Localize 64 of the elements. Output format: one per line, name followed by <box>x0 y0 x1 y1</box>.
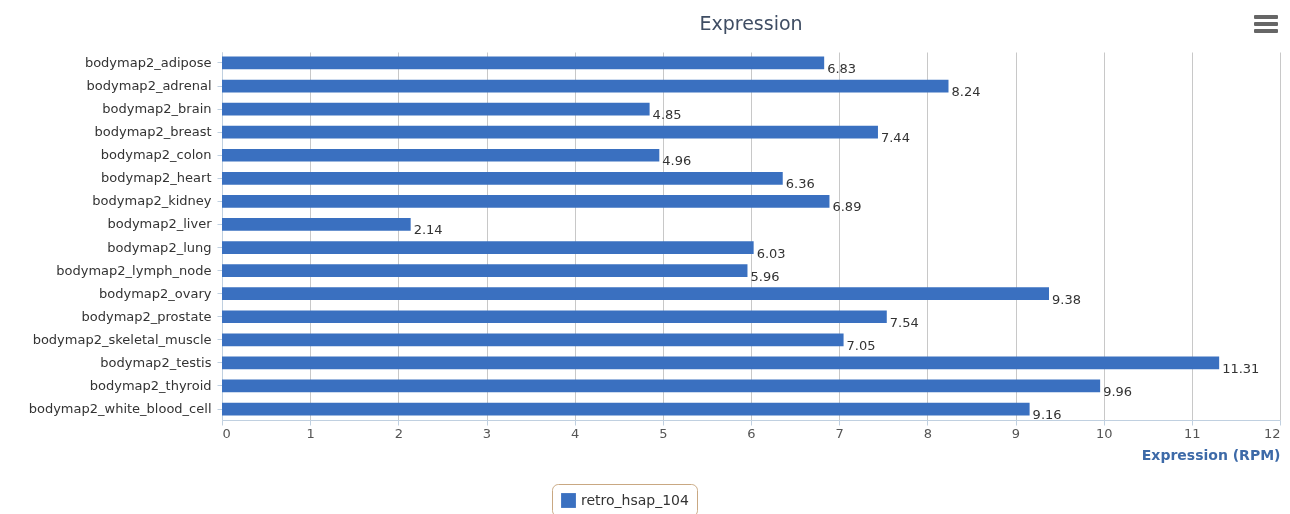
data-label: 6.83 <box>827 60 857 76</box>
bar <box>222 402 1030 416</box>
x-tick-label: 5 <box>659 425 668 441</box>
data-label: 11.31 <box>1222 360 1260 376</box>
x-tick-label: 2 <box>394 425 403 441</box>
bar <box>222 310 887 324</box>
data-label: 6.03 <box>756 245 786 261</box>
x-axis-title: Expression (RPM) <box>1141 446 1281 463</box>
data-label: 8.24 <box>951 84 981 100</box>
x-tick-label: 10 <box>1095 425 1113 441</box>
bar <box>222 218 411 231</box>
y-tick-label: bodymap2_adipose <box>84 54 212 70</box>
data-label: 7.54 <box>889 314 919 330</box>
bar <box>222 379 1101 393</box>
y-tick-label: bodymap2_ovary <box>99 285 212 301</box>
data-label: 7.05 <box>846 337 876 353</box>
y-tick-label: bodymap2_prostate <box>81 308 212 324</box>
x-tick-label: 7 <box>835 425 844 441</box>
legend-label: retro_hsap_104 <box>581 491 690 508</box>
bar <box>222 287 1049 301</box>
y-tick-label: bodymap2_colon <box>100 147 212 163</box>
data-label: 6.89 <box>832 199 862 215</box>
y-tick-label: bodymap2_brain <box>102 101 212 117</box>
x-tick-label: 9 <box>1011 425 1021 441</box>
data-label: 5.96 <box>750 268 780 284</box>
data-label: 2.14 <box>413 222 443 238</box>
data-label: 9.38 <box>1052 291 1081 307</box>
bar <box>222 241 754 254</box>
x-tick-label: 3 <box>482 425 492 441</box>
data-label: 6.36 <box>785 176 815 192</box>
y-tick-label: bodymap2_adrenal <box>86 78 212 94</box>
bar <box>222 264 748 277</box>
data-label: 4.85 <box>652 107 682 123</box>
bar <box>222 79 949 93</box>
data-label: 9.96 <box>1103 383 1133 399</box>
data-label: 9.16 <box>1032 407 1062 423</box>
x-tick-label: 1 <box>306 425 315 441</box>
y-tick-label: bodymap2_lung <box>107 239 212 255</box>
bar <box>222 356 1220 370</box>
y-tick-label: bodymap2_lymph_node <box>56 262 212 278</box>
x-tick-label: 6 <box>747 425 756 441</box>
y-tick-label: bodymap2_breast <box>94 124 212 140</box>
y-tick-label: bodymap2_skeletal_muscle <box>32 331 212 347</box>
bar <box>222 148 660 162</box>
bar <box>222 195 830 208</box>
y-tick-label: bodymap2_kidney <box>92 193 212 209</box>
x-tick-label: 12 <box>1263 425 1281 441</box>
bar <box>222 102 650 116</box>
chart-title: Expression <box>699 12 803 34</box>
y-tick-label: bodymap2_liver <box>107 216 213 232</box>
bar <box>222 56 825 70</box>
y-tick-label: bodymap2_heart <box>101 170 212 186</box>
x-tick-label: 11 <box>1184 425 1201 441</box>
y-tick-label: bodymap2_thyroid <box>89 377 212 393</box>
x-tick-label: 8 <box>923 425 932 441</box>
x-tick-label: 0 <box>222 425 231 441</box>
data-label: 4.96 <box>662 153 692 169</box>
bar <box>222 333 844 347</box>
bar <box>222 125 878 139</box>
data-label: 7.44 <box>880 130 910 146</box>
y-tick-label: bodymap2_testis <box>100 354 212 370</box>
x-tick-label: 4 <box>571 425 580 441</box>
bar <box>222 171 783 185</box>
y-tick-label: bodymap2_white_blood_cell <box>28 401 212 417</box>
